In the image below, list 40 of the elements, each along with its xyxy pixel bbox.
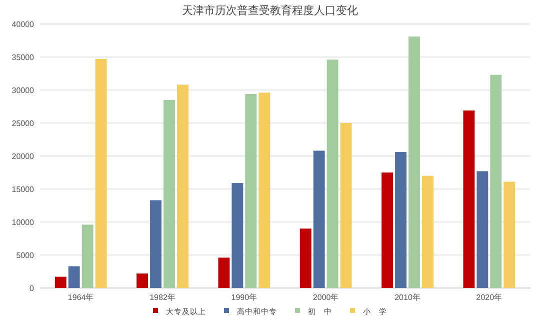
y-tick-label: 15000 <box>12 185 35 194</box>
bar <box>326 60 338 288</box>
bar <box>218 258 230 288</box>
x-tick-label: 1964年 <box>68 293 94 302</box>
bar <box>504 182 516 288</box>
bar <box>476 171 488 288</box>
bar <box>313 150 325 288</box>
y-tick-label: 10000 <box>12 218 35 227</box>
y-tick-label: 20000 <box>12 152 35 161</box>
bar <box>95 58 107 288</box>
bar <box>245 94 257 288</box>
bar <box>232 183 244 288</box>
bar <box>258 92 270 288</box>
y-tick-label: 30000 <box>12 86 35 95</box>
bar <box>54 276 66 288</box>
bar <box>490 74 502 288</box>
y-tick-label: 35000 <box>12 53 35 62</box>
bar <box>300 228 312 288</box>
bar <box>340 123 352 288</box>
y-tick-label: 0 <box>30 284 35 293</box>
chart-title: 天津市历次普查受教育程度人口变化 <box>182 4 358 17</box>
bar <box>164 100 175 288</box>
bar <box>176 84 188 288</box>
bar <box>136 273 148 288</box>
bar <box>395 152 406 288</box>
bar <box>82 224 94 288</box>
bar <box>422 176 434 288</box>
x-tick-label: 2010年 <box>394 293 420 302</box>
y-tick-label: 25000 <box>12 119 35 128</box>
bar <box>408 36 420 288</box>
bar <box>150 200 162 288</box>
x-tick-label: 2020年 <box>476 293 502 302</box>
bar <box>463 110 475 288</box>
bar <box>382 172 394 288</box>
x-tick-label: 2000年 <box>312 293 339 302</box>
x-tick-label: 1990年 <box>231 293 258 302</box>
bar <box>68 266 80 288</box>
x-tick-label: 1982年 <box>150 293 176 302</box>
y-tick-label: 40000 <box>12 20 35 29</box>
y-tick-label: 5000 <box>16 251 35 260</box>
